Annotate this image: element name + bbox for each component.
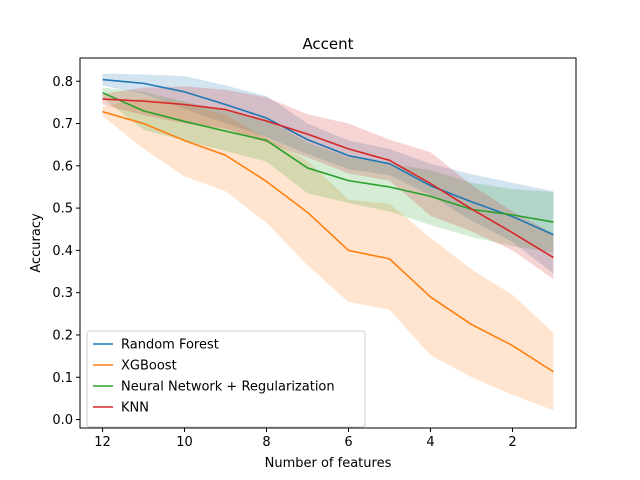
y-axis-label: Accuracy: [29, 213, 44, 273]
line-neural-network-regularization: [102, 91, 554, 223]
y-tick-label: 0.7: [52, 117, 73, 132]
y-tick-label: 0.8: [52, 75, 73, 90]
x-tick-label: 10: [176, 435, 193, 450]
legend-label-xgboost: XGBoost: [121, 359, 177, 374]
chart-title: Accent: [302, 35, 353, 53]
legend-label-neural-network-regularization: Neural Network + Regularization: [121, 380, 335, 395]
line-knn: [102, 98, 554, 259]
y-tick-label: 0.1: [52, 371, 73, 386]
y-tick-label: 0.5: [52, 202, 73, 217]
x-axis: 12 10 8 6 4 2: [94, 428, 517, 450]
x-tick-label: 2: [508, 435, 516, 450]
line-random-forest: [102, 78, 554, 236]
y-axis: 0.0 0.1 0.2 0.3 0.4 0.5 0.6 0.7 0.8: [52, 75, 80, 428]
x-tick-label: 8: [262, 435, 270, 450]
band-random-forest: [102, 73, 554, 274]
series-lines: [102, 78, 554, 373]
line-xgboost: [102, 110, 554, 373]
band-knn: [102, 86, 554, 280]
y-tick-label: 0.4: [52, 244, 73, 259]
legend-box: [86, 330, 366, 428]
x-tick-label: 12: [94, 435, 111, 450]
band-xgboost: [102, 98, 554, 411]
legend-label-knn: KNN: [121, 401, 149, 416]
legend-label-random-forest: Random Forest: [121, 338, 219, 353]
y-tick-label: 0.3: [52, 286, 73, 301]
plot-frame: [79, 57, 577, 429]
x-tick-label: 6: [344, 435, 352, 450]
y-tick-label: 0.6: [52, 159, 73, 174]
x-axis-label: Number of features: [265, 456, 392, 471]
legend: Random Forest XGBoost Neural Network + Reg…: [86, 330, 366, 428]
y-tick-label: 0.0: [52, 413, 73, 428]
x-tick-label: 4: [426, 435, 434, 450]
y-tick-label: 0.2: [52, 328, 73, 343]
